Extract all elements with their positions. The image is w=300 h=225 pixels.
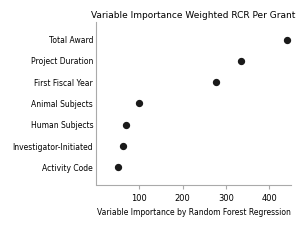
Point	[121, 144, 125, 148]
Point	[115, 166, 120, 169]
Title: Variable Importance Weighted RCR Per Grant: Variable Importance Weighted RCR Per Gra…	[91, 11, 296, 20]
Point	[239, 59, 244, 63]
Point	[124, 123, 129, 127]
Point	[137, 102, 142, 105]
Point	[284, 38, 289, 41]
X-axis label: Variable Importance by Random Forest Regression: Variable Importance by Random Forest Reg…	[97, 208, 290, 217]
Point	[214, 80, 219, 84]
